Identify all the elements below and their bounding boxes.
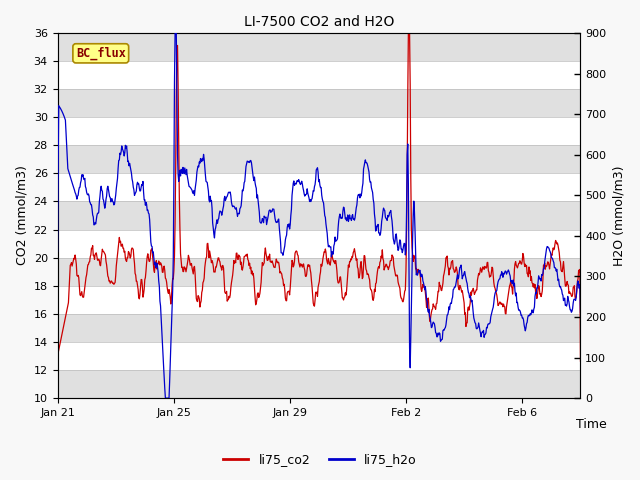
Bar: [58, 33, 580, 61]
Bar: [58, 173, 580, 202]
X-axis label: Time: Time: [575, 418, 606, 431]
Bar: [58, 117, 580, 145]
Bar: [58, 61, 580, 89]
Bar: [58, 89, 580, 117]
Title: LI-7500 CO2 and H2O: LI-7500 CO2 and H2O: [244, 15, 394, 29]
Bar: [58, 314, 580, 342]
Bar: [58, 229, 580, 258]
Legend: li75_co2, li75_h2o: li75_co2, li75_h2o: [218, 448, 422, 471]
Bar: [58, 202, 580, 229]
Y-axis label: H2O (mmol/m3): H2O (mmol/m3): [612, 165, 625, 266]
Bar: [58, 286, 580, 314]
Bar: [58, 145, 580, 173]
Bar: [58, 258, 580, 286]
Bar: [58, 342, 580, 370]
Bar: [58, 370, 580, 398]
Text: BC_flux: BC_flux: [76, 47, 125, 60]
Y-axis label: CO2 (mmol/m3): CO2 (mmol/m3): [15, 166, 28, 265]
